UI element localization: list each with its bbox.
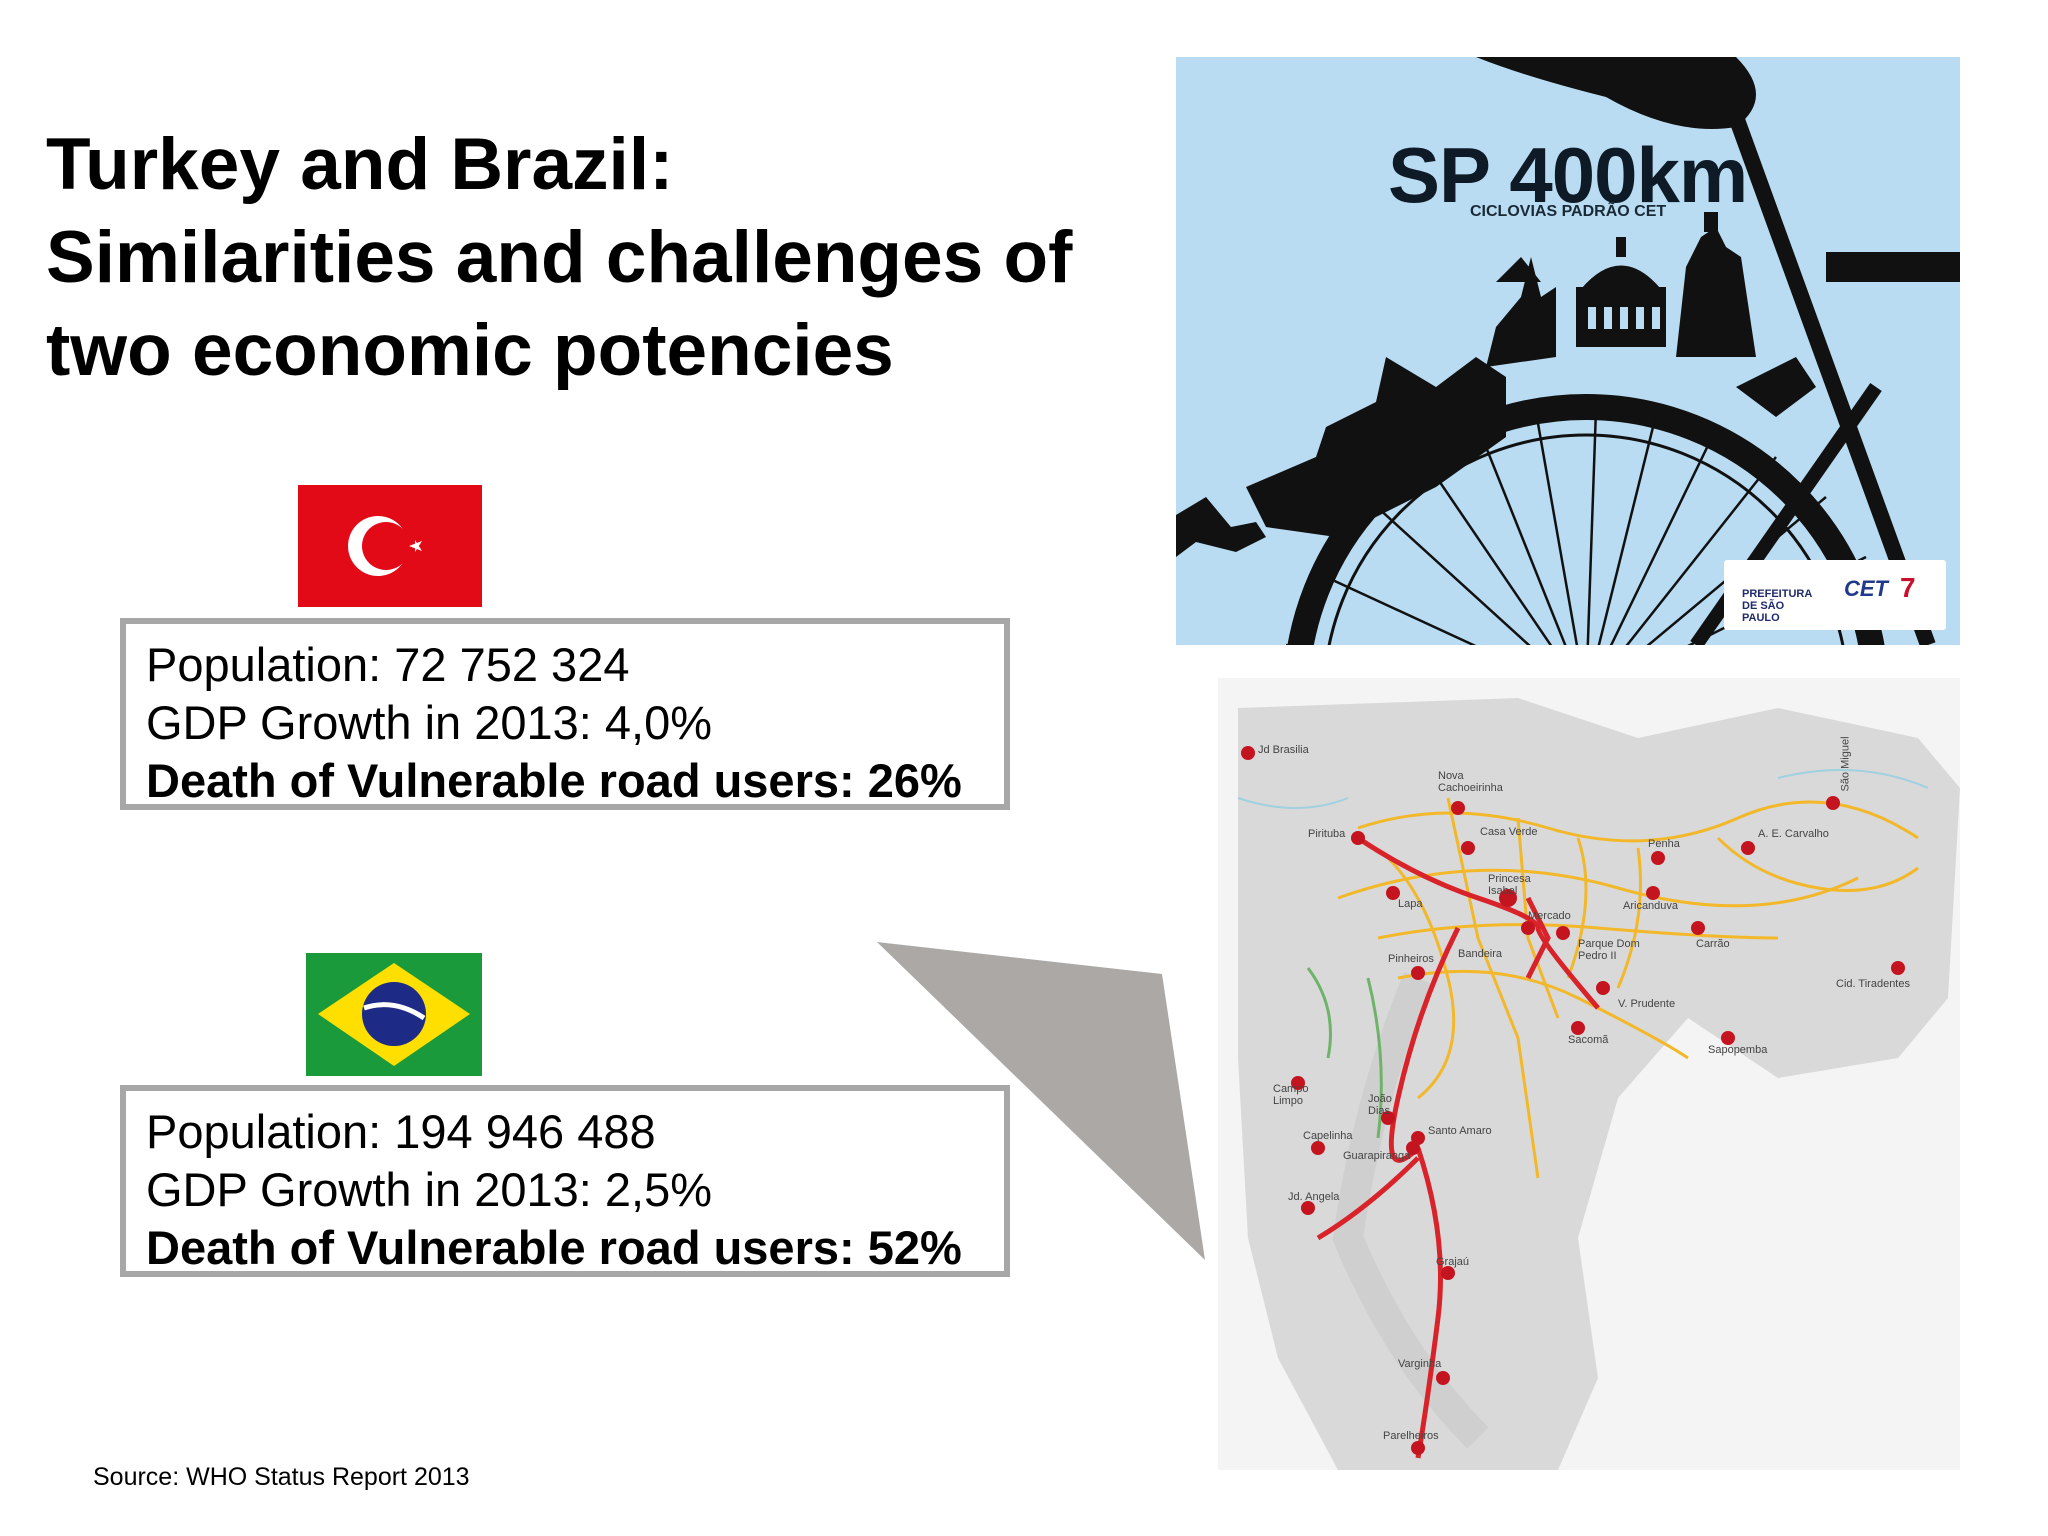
cet-logo-text: CET <box>1844 576 1888 601</box>
brazil-population: Population: 194 946 488 <box>146 1105 656 1158</box>
turkey-population: Population: 72 752 324 <box>146 638 630 691</box>
map-label: Pirituba <box>1308 828 1346 840</box>
poster-title: SP 400km <box>1388 131 1748 219</box>
slide-title: Turkey and Brazil: Similarities and chal… <box>46 118 1166 397</box>
map-label: Jd. Angela <box>1288 1191 1340 1203</box>
bike-poster-image: SP 400km CICLOVIAS PADRÃO CET PREFEITURA… <box>1176 57 1960 645</box>
brazil-vulnerable-deaths: Death of Vulnerable road users: 52% <box>146 1221 962 1274</box>
map-label: Grajaú <box>1436 1256 1470 1268</box>
map-label: Cid. Tiradentes <box>1836 978 1910 990</box>
map-label: Parelheiros <box>1383 1430 1439 1442</box>
turkey-gdp-growth: GDP Growth in 2013: 4,0% <box>146 696 713 749</box>
title-line-1: Turkey and Brazil: <box>46 124 674 205</box>
title-line-2: Similarities and challenges of <box>46 217 1073 298</box>
map-label: Sacomã <box>1568 1034 1609 1046</box>
brazil-flag-emblem-icon <box>318 963 470 1066</box>
map-label: Bandeira <box>1458 948 1503 960</box>
map-label: Lapa <box>1398 898 1423 910</box>
map-label: São Miguel <box>1839 736 1852 792</box>
map-label: Princesa Isabel <box>1488 873 1531 897</box>
bicycle-skyline-illustration <box>1176 57 1960 645</box>
map-label: Casa Verde <box>1480 826 1538 838</box>
turkey-info-box: Population: 72 752 324 GDP Growth in 201… <box>120 618 1010 810</box>
crescent-star-icon <box>348 516 422 576</box>
brazil-flag <box>306 953 482 1076</box>
title-line-3: two economic potencies <box>46 310 894 391</box>
map-label: Parque Dom Pedro II <box>1578 938 1640 962</box>
brazil-info-box: Population: 194 946 488 GDP Growth in 20… <box>120 1085 1010 1277</box>
map-label: Jd Brasilia <box>1258 744 1309 756</box>
map-label: Guarapiranga <box>1343 1150 1411 1162</box>
turkey-vulnerable-deaths: Death of Vulnerable road users: 26% <box>146 754 962 807</box>
map-label: Pinheiros <box>1388 953 1434 965</box>
map-label: João Dias <box>1368 1093 1392 1117</box>
brazil-gdp-growth: GDP Growth in 2013: 2,5% <box>146 1163 713 1216</box>
bike-lane-map-image: Jd Brasilia Nova Cachoeirinha Pirituba C… <box>1218 678 1960 1470</box>
map-label: Capelinha <box>1303 1130 1353 1142</box>
sao-paulo-map-illustration <box>1218 678 1960 1470</box>
map-label: Sapopemba <box>1708 1044 1768 1056</box>
sponsor-logos: PREFEITURA DE SÃO PAULO CET 7 <box>1724 560 1946 630</box>
map-label: Santo Amaro <box>1428 1125 1492 1137</box>
map-label: Penha <box>1648 838 1680 850</box>
seven-logo-text: 7 <box>1900 572 1916 603</box>
source-note: Source: WHO Status Report 2013 <box>93 1463 470 1491</box>
map-label: Campo Limpo <box>1273 1083 1309 1107</box>
map-label: A. E. Carvalho <box>1758 828 1829 840</box>
poster-subtitle: CICLOVIAS PADRÃO CET <box>1470 203 1667 220</box>
map-label: Mercado <box>1528 910 1571 922</box>
prefeitura-logo-text: PREFEITURA DE SÃO PAULO <box>1742 588 1812 624</box>
map-label: Nova Cachoeirinha <box>1438 770 1503 794</box>
map-label: Carrão <box>1696 938 1730 950</box>
turkey-flag <box>298 485 482 607</box>
map-label: Aricanduva <box>1623 900 1679 912</box>
map-label: V. Prudente <box>1618 998 1676 1010</box>
map-label: Varginha <box>1398 1358 1442 1370</box>
